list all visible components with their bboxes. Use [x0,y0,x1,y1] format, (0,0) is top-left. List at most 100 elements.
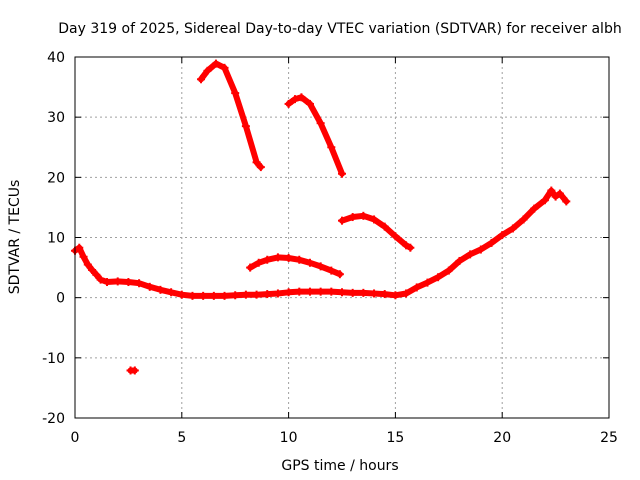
data-point [209,291,218,300]
data-point [297,93,306,102]
data-point [284,99,293,108]
data-point [316,119,325,128]
x-tick-label: 0 [71,430,80,446]
data-point [96,275,105,284]
y-tick-label: -20 [42,411,65,427]
data-point [359,211,368,220]
chart-title: Day 319 of 2025, Sidereal Day-to-day VTE… [58,21,621,37]
data-point [444,266,453,275]
data-point [295,287,304,296]
data-point [370,215,379,224]
data-point [273,289,282,298]
data-point [231,291,240,300]
data-point [412,283,421,292]
data-point [263,290,272,299]
data-point [83,260,92,269]
data-point [145,282,154,291]
data-point [246,263,255,272]
data-point [199,291,208,300]
data-point [241,122,250,131]
data-point [338,288,346,297]
data-point [487,238,496,247]
data-point [547,186,556,195]
data-point [316,262,325,271]
data-point [295,255,304,264]
data-point [305,99,314,108]
data-point [263,255,272,264]
data-point [254,258,263,267]
data-point [231,89,240,98]
data-point [327,287,336,296]
data-point [252,290,261,299]
data-point [555,189,564,198]
data-point [92,270,101,279]
y-axis-label: SDTVAR / TECUs [7,180,23,295]
data-point [455,256,464,265]
data-point [498,231,507,240]
data-point [370,289,379,298]
y-tick-label: 0 [56,291,65,307]
data-point [551,192,560,201]
data-point [423,278,432,287]
series-arc-2 [284,93,346,178]
series-arc-1 [197,59,265,172]
data-point [466,250,475,259]
data-marks [71,59,571,375]
data-point [402,289,411,298]
data-point [252,158,261,167]
data-point [103,278,112,287]
data-point [113,277,122,286]
data-point [177,290,186,299]
data-point [380,222,389,231]
data-point [130,366,139,375]
data-point [220,291,229,300]
series-trace [247,254,343,278]
data-point [75,243,84,252]
data-point [380,290,389,299]
series-baseline [71,186,571,300]
data-point [406,243,415,252]
series-arc-4 [338,211,415,252]
x-tick-label: 15 [386,430,404,446]
x-tick-label: 25 [600,430,618,446]
data-point [256,163,265,172]
data-point [88,265,97,274]
data-point [434,273,443,282]
y-tick-label: 30 [47,110,65,126]
series-outlier [126,366,139,375]
data-point [391,291,400,300]
data-point [327,266,336,275]
series-trace [198,60,264,171]
x-tick-label: 10 [280,430,298,446]
data-point [335,270,344,279]
data-point [562,197,571,206]
data-point [284,288,293,297]
data-point [391,232,400,241]
x-tick-label: 5 [177,430,186,446]
data-point [476,245,485,254]
data-point [188,291,197,300]
x-tick-label: 20 [493,430,511,446]
y-tick-label: -10 [42,351,65,367]
data-point [167,288,176,297]
data-point [197,75,206,84]
data-point [316,287,325,296]
data-point [284,253,293,262]
x-axis-label: GPS time / hours [281,458,398,474]
data-point [348,213,357,222]
data-point [291,95,300,104]
data-point [203,66,212,75]
data-point [156,285,165,294]
data-point [327,143,336,152]
y-tick-label: 20 [47,170,65,186]
data-point [135,279,144,288]
data-point [211,59,220,68]
data-point [124,278,133,287]
y-tick-label: 10 [47,231,65,247]
data-point [530,204,539,213]
data-point [338,169,346,178]
data-point [273,253,282,262]
y-tick-label: 40 [47,50,65,66]
series-arc-3 [246,253,344,279]
